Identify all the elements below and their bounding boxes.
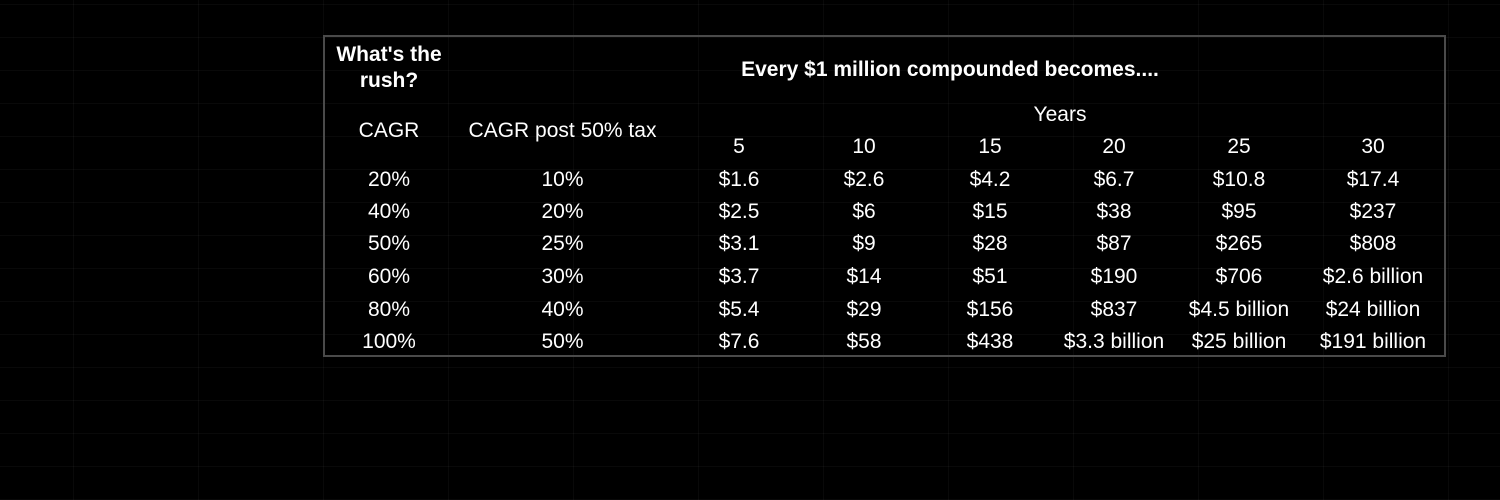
- cell-value: $1.6: [718, 168, 760, 191]
- year-header: 20: [1102, 135, 1126, 158]
- cell-value: $706: [1215, 265, 1263, 288]
- cell-value: $191 billion: [1319, 330, 1427, 353]
- cell-post-tax: 40%: [541, 298, 584, 321]
- cell-cagr: 80%: [367, 298, 411, 321]
- cell-value: $4.2: [969, 168, 1011, 191]
- year-header: 15: [978, 135, 1002, 158]
- cell-value: $95: [1221, 200, 1257, 223]
- cell-value: $29: [846, 298, 882, 321]
- cell-value: $15: [972, 200, 1008, 223]
- table-border: [323, 35, 1446, 357]
- cell-value: $3.3 billion: [1063, 330, 1165, 353]
- cell-post-tax: 30%: [541, 265, 584, 288]
- year-header: 30: [1361, 135, 1385, 158]
- cell-value: $6.7: [1093, 168, 1135, 191]
- cell-value: $28: [972, 232, 1008, 255]
- cell-value: $14: [846, 265, 882, 288]
- cell-value: $6: [852, 200, 876, 223]
- cell-value: $237: [1349, 200, 1397, 223]
- cell-cagr: 100%: [362, 330, 416, 353]
- cell-value: $5.4: [718, 298, 760, 321]
- cell-value: $2.6 billion: [1322, 265, 1424, 288]
- cell-value: $438: [966, 330, 1014, 353]
- cell-value: $87: [1096, 232, 1132, 255]
- cell-cagr: 40%: [367, 200, 411, 223]
- cell-post-tax: 50%: [541, 330, 584, 353]
- cell-value: $156: [966, 298, 1014, 321]
- cell-value: $38: [1096, 200, 1132, 223]
- column-header-post-tax: CAGR post 50% tax: [468, 119, 657, 142]
- year-header: 25: [1227, 135, 1251, 158]
- cell-value: $7.6: [718, 330, 760, 353]
- cell-value: $808: [1349, 232, 1397, 255]
- column-header-cagr: CAGR: [358, 119, 420, 142]
- cell-cagr: 50%: [367, 232, 411, 255]
- cell-post-tax: 25%: [541, 232, 584, 255]
- cell-value: $9: [852, 232, 876, 255]
- cell-value: $17.4: [1346, 168, 1400, 191]
- cell-cagr: 20%: [367, 168, 411, 191]
- cell-value: $837: [1090, 298, 1138, 321]
- cell-post-tax: 20%: [541, 200, 584, 223]
- cell-cagr: 60%: [367, 265, 411, 288]
- cell-value: $2.6: [843, 168, 885, 191]
- cell-value: $24 billion: [1325, 298, 1421, 321]
- cell-value: $58: [846, 330, 882, 353]
- table-title-main: Every $1 million compounded becomes....: [741, 58, 1159, 81]
- cell-value: $51: [972, 265, 1008, 288]
- years-label: Years: [1033, 103, 1087, 126]
- cell-value: $3.1: [718, 232, 760, 255]
- cell-value: $4.5 billion: [1188, 298, 1290, 321]
- year-header: 10: [852, 135, 876, 158]
- cell-value: $25 billion: [1191, 330, 1287, 353]
- cell-post-tax: 10%: [541, 168, 584, 191]
- cell-value: $190: [1090, 265, 1138, 288]
- year-header: 5: [733, 135, 745, 158]
- cell-value: $10.8: [1212, 168, 1266, 191]
- cell-value: $3.7: [718, 265, 760, 288]
- cell-value: $265: [1215, 232, 1263, 255]
- table-title-left: What's the rush?: [336, 43, 442, 92]
- cell-value: $2.5: [718, 200, 760, 223]
